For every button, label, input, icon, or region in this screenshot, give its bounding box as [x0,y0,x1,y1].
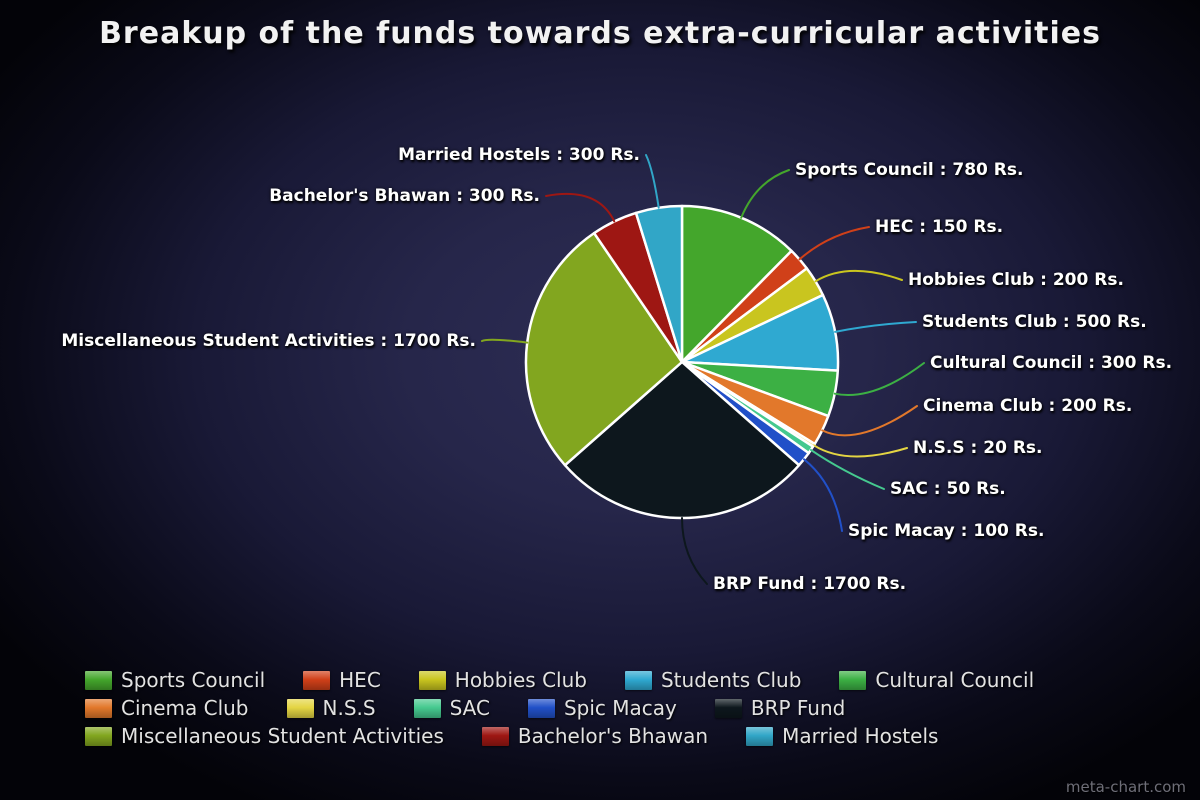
legend-label-brp-fund: BRP Fund [750,696,846,720]
leader-line-students-club [834,321,917,333]
legend-swatch-cultural-council [839,670,867,690]
leader-line-sports-council [740,169,790,219]
watermark: meta-chart.com [1065,778,1186,796]
legend-label-students-club: Students Club [660,668,802,692]
callout-hec: HEC : 150 Rs. [875,217,1004,237]
callout-cultural-council: Cultural Council : 300 Rs. [930,353,1173,373]
callout-hobbies-club: Hobbies Club : 200 Rs. [908,270,1124,290]
legend-swatch-bachelor-s-bhawan [481,726,509,746]
leader-line-n-s-s [812,444,908,458]
leader-line-married-hostels [645,154,660,209]
leader-line-brp-fund [681,517,708,585]
leader-line-spic-macay [803,458,843,532]
legend-label-married-hostels: Married Hostels [782,724,939,748]
legend-label-cinema-club: Cinema Club [121,696,249,720]
leader-line-sac [809,448,885,490]
legend-item-hobbies-club: Hobbies Club [418,668,587,692]
legend-item-miscellaneous-student-activities: Miscellaneous Student Activities [85,724,444,748]
legend-item-n-s-s: N.S.S [286,696,376,720]
legend-label-n-s-s: N.S.S [322,696,376,720]
legend-label-bachelor-s-bhawan: Bachelor's Bhawan [517,724,709,748]
callout-miscellaneous-student-activities: Miscellaneous Student Activities : 1700 … [61,331,476,351]
leader-line-hobbies-club [814,269,903,283]
chart-title: Breakup of the funds towards extra-curri… [99,16,1101,51]
legend-label-cultural-council: Cultural Council [875,668,1035,692]
legend-swatch-spic-macay [527,698,555,718]
legend-item-sac: SAC [413,696,490,720]
legend-item-hec: HEC [303,668,381,692]
callout-cinema-club: Cinema Club : 200 Rs. [923,396,1133,416]
legend-label-hobbies-club: Hobbies Club [454,668,587,692]
legend-swatch-cinema-club [85,698,112,718]
legend-swatch-brp-fund [714,698,742,718]
legend-label-hec: HEC [339,668,381,692]
leader-line-hec [798,226,870,261]
callout-sports-council: Sports Council : 780 Rs. [795,160,1024,180]
callout-spic-macay: Spic Macay : 100 Rs. [848,521,1045,541]
legend-item-cultural-council: Cultural Council [839,668,1034,692]
legend-item-students-club: Students Club [624,668,802,692]
legend-label-sac: SAC [449,696,490,720]
legend-label-spic-macay: Spic Macay [563,696,677,720]
legend-swatch-miscellaneous-student-activities [85,726,112,746]
legend-swatch-students-club [624,670,652,690]
legend-swatch-hec [303,670,331,690]
legend-label-miscellaneous-student-activities: Miscellaneous Student Activities [121,724,444,748]
legend-swatch-married-hostels [746,726,774,746]
legend-swatch-sac [413,698,441,718]
legend-item-bachelor-s-bhawan: Bachelor's Bhawan [481,724,709,748]
leader-line-bachelor-s-bhawan [545,192,616,223]
legend-label-sports-council: Sports Council [121,668,266,692]
callout-nss: N.S.S : 20 Rs. [913,438,1043,458]
legend-swatch-sports-council [85,670,112,690]
legend-row: Sports Council HEC Hobbies Club Students Cl… [85,666,1072,694]
leader-line-cultural-council [833,362,925,397]
legend: Sports Council HEC Hobbies Club Students Cl… [85,666,1072,750]
legend-swatch-n-s-s [286,698,314,718]
legend-row: Miscellaneous Student Activities Bachelor… [85,722,1072,750]
callout-bachelors-bhawan: Bachelor's Bhawan : 300 Rs. [269,186,540,206]
callout-married-hostels: Married Hostels : 300 Rs. [398,145,640,165]
legend-item-cinema-club: Cinema Club [85,696,249,720]
legend-swatch-hobbies-club [418,670,446,690]
leader-line-miscellaneous-student-activities [481,338,529,344]
legend-item-spic-macay: Spic Macay [527,696,677,720]
callout-sac: SAC : 50 Rs. [890,479,1006,499]
callout-brp-fund: BRP Fund : 1700 Rs. [713,574,907,594]
legend-item-sports-council: Sports Council [85,668,265,692]
leader-line-cinema-club [821,405,918,437]
legend-item-brp-fund: BRP Fund [714,696,846,720]
legend-row: Cinema Club N.S.S SAC Spic Macay BRP Fund [85,694,1072,722]
callout-students-club: Students Club : 500 Rs. [922,312,1147,332]
legend-item-married-hostels: Married Hostels [746,724,938,748]
